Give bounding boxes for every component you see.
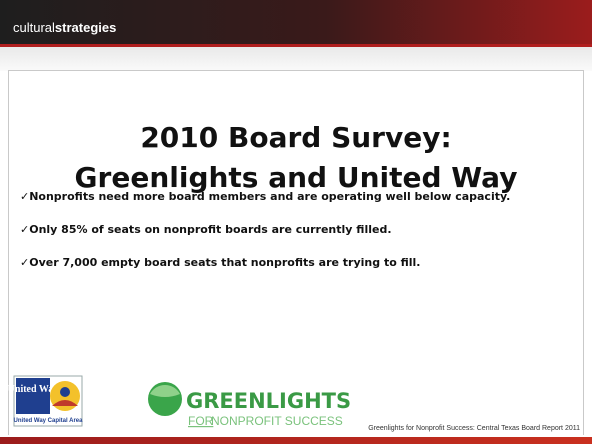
- bullet: ✓Over 7,000 empty board seats that nonpr…: [20, 256, 421, 269]
- bullet-list: ✓Nonprofits need more board members and …: [20, 190, 510, 289]
- logos: United Way United Way Capital Area GREEN…: [8, 375, 351, 428]
- title-line: 2010 Board Survey:: [140, 121, 452, 154]
- uw-icon-head: [60, 387, 70, 397]
- content-frame: [8, 70, 584, 435]
- brand-light: cultural: [13, 20, 55, 35]
- uw-area: United Way Capital Area: [14, 418, 84, 424]
- uw-icon-rainbow: [52, 400, 78, 406]
- bullet: ✓Only 85% of seats on nonprofit boards a…: [20, 223, 392, 236]
- uw-name: United Way: [8, 384, 59, 395]
- top-bar: [0, 0, 592, 44]
- slide-title: 2010 Board Survey: Greenlights and Unite…: [0, 118, 592, 198]
- uw-blue: [16, 378, 50, 414]
- accent-line: [0, 44, 592, 47]
- brand: culturalstrategies: [13, 20, 116, 35]
- bottom-bar: [0, 437, 592, 444]
- title-line: Greenlights and United Way: [74, 161, 518, 194]
- gl-name: GREENLIGHTS: [186, 389, 351, 413]
- brand-bold: strategies: [54, 20, 117, 35]
- header-band: [0, 47, 592, 71]
- gl-tagline: NONPROFIT SUCCESS: [211, 414, 343, 428]
- bullet: ✓Nonprofits need more board members and …: [20, 190, 511, 203]
- gl-for: FOR: [188, 414, 214, 428]
- gl-shine: [150, 385, 180, 397]
- footer: Greenlights for Nonprofit Success: Centr…: [368, 425, 580, 432]
